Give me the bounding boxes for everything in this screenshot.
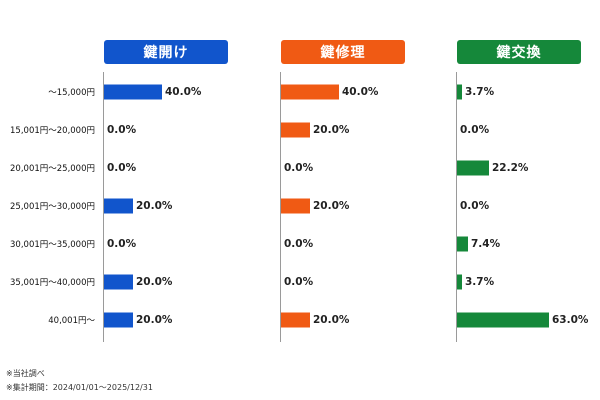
data-label: 0.0% (284, 238, 314, 250)
bar (281, 198, 310, 214)
data-label: 0.0% (460, 124, 490, 136)
data-label: 0.0% (107, 124, 137, 136)
data-label: 0.0% (460, 200, 490, 212)
data-label: 7.4% (471, 238, 501, 250)
category-label: 25,001円～30,000円 (10, 202, 95, 212)
series-header: 鍵開け (104, 40, 228, 64)
data-label: 20.0% (136, 200, 173, 212)
period-note: ※集計期間：2024/01/01～2025/12/31 (6, 383, 153, 392)
axis-line (456, 72, 457, 342)
series-header: 鍵交換 (457, 40, 581, 64)
bar (104, 84, 162, 100)
axis-line (103, 72, 104, 342)
bar (457, 160, 489, 176)
data-label: 0.0% (107, 162, 137, 174)
data-label: 3.7% (465, 86, 495, 98)
bar (104, 198, 133, 214)
source-note: ※当社調べ (6, 369, 45, 378)
data-label: 40.0% (165, 86, 202, 98)
bar (457, 312, 549, 328)
category-label: 30,001円～35,000円 (10, 240, 95, 250)
data-label: 20.0% (313, 124, 350, 136)
bar (281, 122, 310, 138)
bar (281, 312, 310, 328)
data-label: 0.0% (284, 276, 314, 288)
data-label: 22.2% (492, 162, 529, 174)
bar (457, 236, 468, 252)
data-label: 20.0% (313, 314, 350, 326)
data-label: 63.0% (552, 314, 589, 326)
category-label: 40,001円～ (48, 316, 95, 326)
data-label: 3.7% (465, 276, 495, 288)
data-label: 0.0% (107, 238, 137, 250)
series-header: 鍵修理 (281, 40, 405, 64)
bar (104, 274, 133, 290)
data-label: 0.0% (284, 162, 314, 174)
axis-line (280, 72, 281, 342)
bar (281, 84, 339, 100)
data-label: 20.0% (313, 200, 350, 212)
bar (457, 84, 462, 100)
bar (104, 312, 133, 328)
category-label: 20,001円～25,000円 (10, 164, 95, 174)
data-label: 40.0% (342, 86, 379, 98)
data-label: 20.0% (136, 276, 173, 288)
category-label: 15,001円～20,000円 (10, 126, 95, 136)
data-label: 20.0% (136, 314, 173, 326)
category-label: 35,001円～40,000円 (10, 278, 95, 288)
category-label: ～15,000円 (48, 88, 95, 98)
bar (457, 274, 462, 290)
